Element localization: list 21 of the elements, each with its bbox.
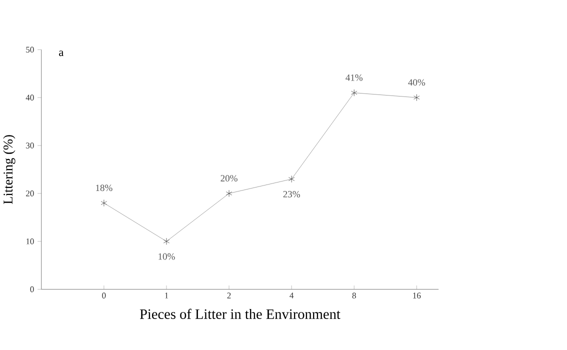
data-label: 18% [96, 184, 112, 191]
y-axis-title: Littering (%) [3, 134, 16, 204]
x-tick-label: 1 [165, 292, 168, 298]
x-tick-label: 8 [352, 292, 356, 298]
data-label: 41% [346, 74, 363, 81]
annotation: a [59, 50, 64, 56]
y-tick-label: 50 [26, 46, 34, 52]
x-tick-label: 2 [227, 292, 231, 298]
x-tick-label: 16 [413, 292, 421, 298]
data-label: 23% [283, 190, 300, 198]
y-tick-label: 30 [26, 142, 34, 148]
y-tick-label: 20 [26, 190, 34, 196]
data-label: 20% [220, 174, 238, 182]
data-label: 10% [158, 253, 175, 260]
data-label: 40% [408, 79, 426, 86]
x-tick-label: 0 [102, 292, 106, 298]
x-tick-label: 4 [290, 292, 294, 298]
y-tick-label: 40 [26, 94, 34, 100]
y-tick-label: 10 [26, 238, 34, 244]
y-tick-label: 0 [30, 286, 34, 292]
x-axis-title: Pieces of Litter in the Environment [140, 308, 340, 319]
